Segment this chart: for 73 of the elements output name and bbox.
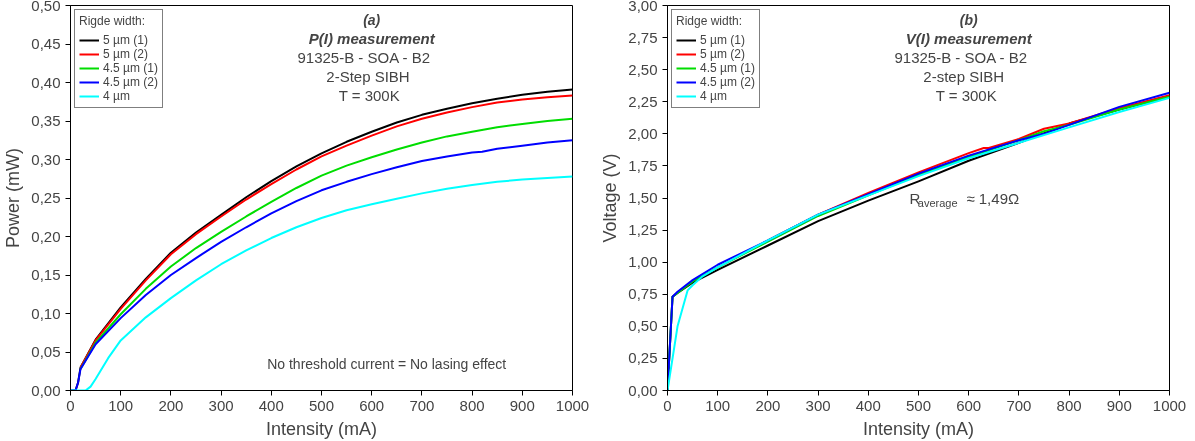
y-tick-label: 0,25: [31, 189, 61, 206]
x-tick-label: 900: [509, 396, 535, 414]
annotation: 2-step SIBH: [923, 68, 1005, 85]
legend-label: 4.5 µm (2): [700, 75, 755, 89]
x-tick-label: 500: [905, 396, 932, 414]
x-tick-label: 500: [308, 396, 335, 414]
x-tick-label: 0: [663, 396, 672, 414]
y-axis-title: Power (mW): [3, 148, 24, 248]
x-tick-label: 800: [459, 396, 485, 414]
legend-title: Rigde width:: [79, 14, 147, 28]
y-tick-label: 0,30: [31, 150, 61, 168]
legend-label: 4 µm: [700, 89, 727, 103]
text: V(I) measurement: [905, 30, 1033, 47]
legend-label: 4.5 µm (1): [103, 61, 158, 75]
x-axis-title: Intensity (mA): [862, 418, 975, 439]
x-tick-label: 100: [108, 396, 134, 414]
text: P(I) measurement: [308, 30, 436, 47]
x-tick-label: 400: [855, 396, 881, 414]
x-axis-title: Intensity (mA): [265, 418, 378, 439]
x-tick-label: 600: [359, 396, 385, 414]
x-tick-label: 400: [258, 396, 284, 414]
x-tick-label: 1000: [555, 396, 590, 414]
x-tick-label: 300: [805, 396, 831, 414]
y-tick-label: 0,50: [628, 317, 658, 335]
y-tick-label: 0,05: [31, 343, 61, 360]
y-tick-label: 2,25: [628, 92, 658, 110]
annotation: 91325-B - SOA - B2: [894, 49, 1028, 66]
y-tick-label: 0,75: [628, 285, 658, 303]
y-tick-label: 0,15: [31, 266, 61, 283]
annotation: T = 300K: [338, 87, 400, 104]
y-tick-label: 1,00: [628, 253, 658, 271]
annotation: 91325-B - SOA - B2: [297, 49, 431, 66]
legend-label: 4.5 µm (1): [700, 61, 755, 75]
y-tick-label: 0,25: [628, 349, 658, 367]
y-tick-label: 0,40: [31, 73, 61, 91]
annotation: T = 300K: [935, 87, 997, 104]
legend-label: 5 µm (1): [700, 33, 745, 47]
annotation: 2-Step SIBH: [326, 68, 410, 85]
x-tick-label: 200: [158, 396, 184, 414]
legend-label: 5 µm (2): [700, 47, 745, 61]
y-tick-label: 0,00: [628, 381, 658, 399]
x-tick-label: 600: [956, 396, 982, 414]
x-tick-label: 700: [409, 396, 435, 414]
y-tick-label: 3,00: [628, 0, 658, 14]
legend-label: 4.5 µm (2): [103, 75, 158, 89]
y-tick-label: 0,10: [31, 304, 61, 322]
x-tick-label: 100: [705, 396, 731, 414]
y-axis-title: Voltage (V): [600, 153, 621, 243]
y-tick-label: 0,35: [31, 112, 61, 129]
y-tick-label: 0,00: [31, 381, 61, 399]
x-tick-label: 800: [1056, 396, 1082, 414]
y-tick-label: 2,00: [628, 124, 658, 142]
legend-label: 4 µm: [103, 89, 130, 103]
x-tick-label: 700: [1006, 396, 1032, 414]
x-tick-label: 0: [66, 396, 75, 414]
y-tick-label: 0,45: [31, 35, 61, 52]
y-tick-label: 1,25: [628, 221, 658, 239]
legend-title: Ridge width:: [676, 14, 744, 28]
y-tick-label: 2,75: [628, 28, 658, 46]
chart-title: (a): [363, 11, 381, 28]
annotation: No threshold current = No lasing effect: [267, 355, 507, 372]
y-tick-label: 2,50: [628, 60, 658, 78]
x-tick-label: 900: [1106, 396, 1132, 414]
y-tick-label: 1,50: [628, 189, 658, 206]
x-tick-label: 300: [208, 396, 234, 414]
text: (b): [959, 11, 978, 28]
legend-label: 5 µm (2): [103, 47, 148, 61]
y-tick-label: 0,20: [31, 227, 61, 245]
x-tick-label: 200: [755, 396, 781, 414]
y-tick-label: 0,50: [31, 0, 61, 14]
x-tick-label: 1000: [1152, 396, 1187, 414]
y-tick-label: 1,75: [628, 156, 658, 174]
legend-label: 5 µm (1): [103, 33, 148, 47]
